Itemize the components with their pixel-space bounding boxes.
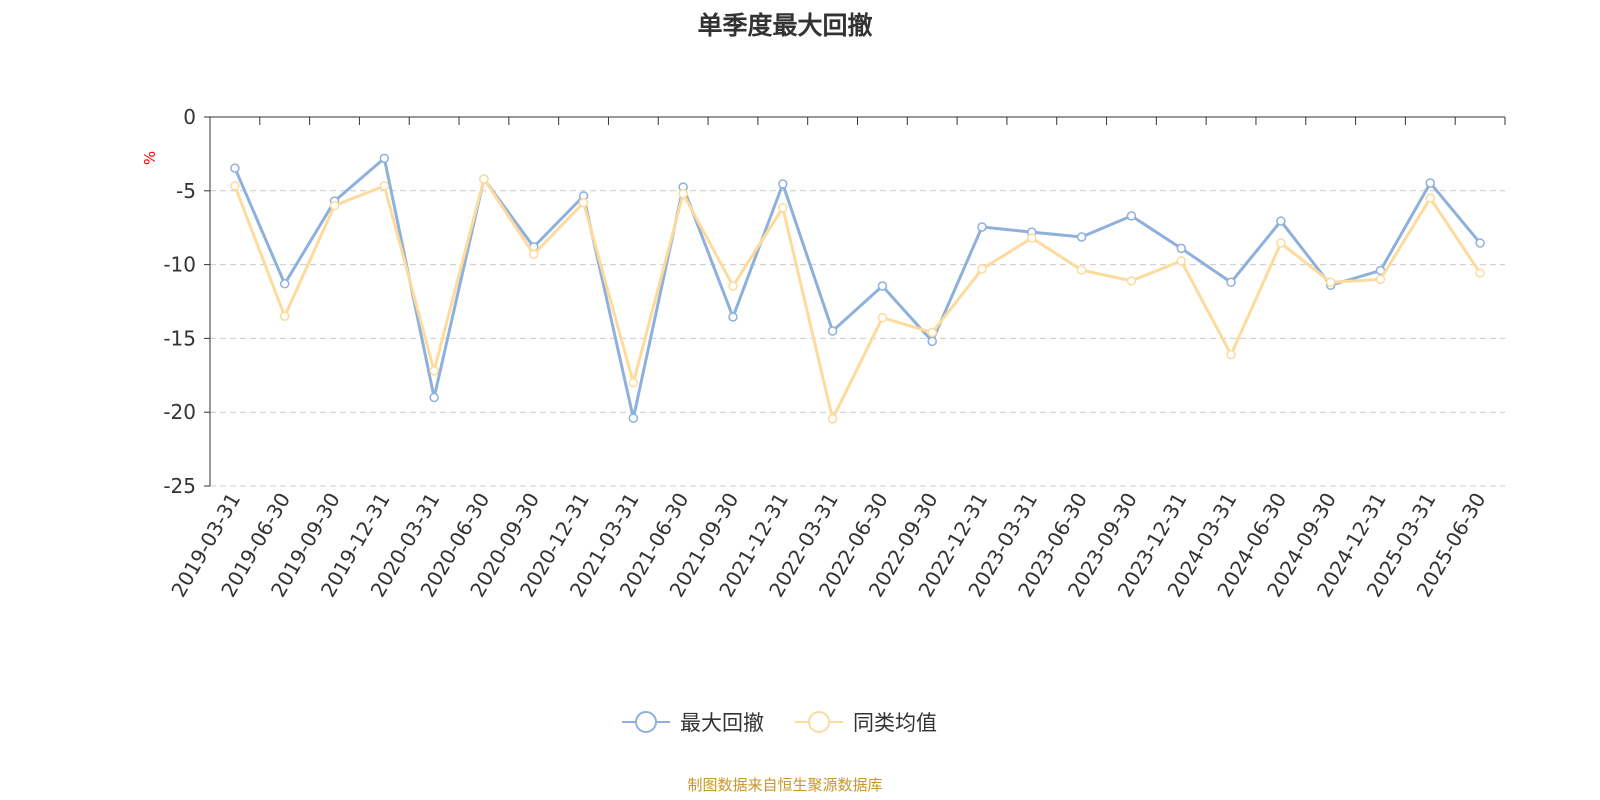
data-point	[1226, 277, 1236, 288]
data-point	[429, 392, 439, 403]
legend-marker	[635, 711, 657, 733]
data-point	[977, 264, 987, 274]
data-point	[1276, 216, 1286, 226]
data-point	[1076, 265, 1087, 275]
data-point	[1226, 349, 1236, 360]
data-point	[728, 312, 738, 322]
data-point	[877, 312, 888, 323]
data-point	[1126, 276, 1137, 286]
data-point	[1425, 178, 1436, 188]
data-point	[1325, 277, 1336, 288]
y-axis-label: %	[141, 151, 159, 165]
data-point	[279, 279, 290, 289]
data-point	[578, 197, 589, 208]
data-point	[230, 163, 240, 173]
data-point	[1027, 233, 1037, 243]
data-point	[977, 222, 987, 232]
data-point	[827, 414, 838, 424]
data-point	[1126, 211, 1137, 221]
data-point	[529, 249, 539, 260]
data-point	[728, 281, 738, 291]
data-point	[628, 413, 639, 423]
data-point	[778, 179, 788, 189]
data-point	[379, 181, 390, 191]
legend-label: 最大回撤	[680, 711, 764, 735]
data-point	[279, 311, 290, 322]
legend-marker	[808, 711, 830, 733]
data-point	[778, 203, 788, 213]
data-point	[1425, 193, 1436, 203]
y-tick-label: -15	[163, 326, 196, 350]
data-point	[628, 377, 639, 388]
data-point	[379, 153, 390, 164]
data-point	[1475, 238, 1485, 248]
data-point	[1176, 256, 1186, 266]
data-point	[429, 366, 439, 376]
y-tick-label: -10	[163, 253, 196, 277]
data-point	[479, 174, 489, 184]
series-line-1	[233, 175, 1482, 424]
data-point	[927, 336, 937, 347]
data-point	[927, 327, 937, 338]
y-tick-label: -5	[176, 179, 196, 203]
data-point	[230, 181, 240, 191]
data-point	[1076, 232, 1087, 242]
data-point	[1475, 268, 1485, 278]
series-line-0	[233, 155, 1482, 419]
legend-label: 同类均值	[853, 711, 937, 735]
data-point	[827, 326, 838, 336]
y-tick-label: -20	[163, 400, 196, 424]
data-point	[877, 281, 888, 291]
data-point	[1176, 243, 1186, 254]
data-point	[678, 189, 688, 199]
data-point	[1375, 274, 1386, 285]
data-point	[329, 200, 340, 211]
y-tick-label: -25	[163, 474, 196, 498]
chart-title: 单季度最大回撤	[697, 11, 873, 40]
y-tick-label: 0	[183, 105, 196, 129]
source-note: 制图数据来自恒生聚源数据库	[687, 776, 883, 794]
data-point	[1276, 238, 1286, 248]
